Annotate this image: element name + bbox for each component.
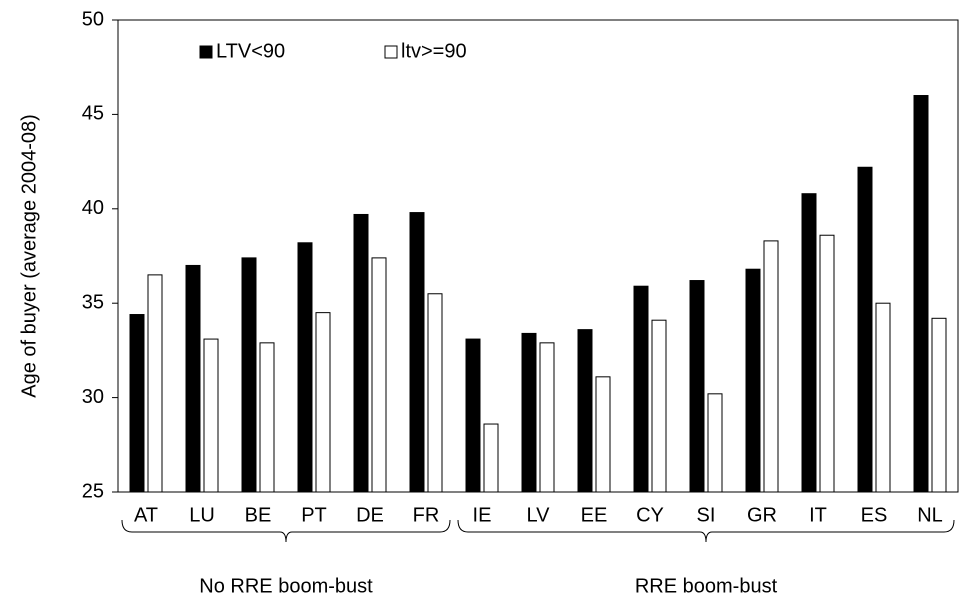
bar — [315, 312, 331, 493]
x-tick-label: PT — [301, 504, 327, 526]
bar — [129, 314, 145, 493]
x-tick-label: DE — [356, 504, 384, 526]
x-tick-label: ES — [861, 504, 888, 526]
x-tick-label: GR — [747, 504, 777, 526]
plot-frame — [117, 19, 959, 493]
x-tick-label: IE — [473, 504, 492, 526]
x-tick-label: SI — [697, 504, 716, 526]
bar — [633, 285, 649, 493]
group-brace — [457, 519, 955, 543]
bar — [353, 213, 369, 493]
y-axis-label: Age of buyer (average 2004-08) — [18, 114, 40, 398]
legend-label: ltv>=90 — [401, 40, 467, 62]
legend-swatch — [199, 45, 213, 59]
bar — [147, 274, 163, 493]
y-tick-label: 45 — [82, 103, 104, 125]
bar — [521, 332, 537, 493]
y-tick-label: 35 — [82, 291, 104, 313]
group-brace — [121, 519, 451, 543]
bar — [857, 166, 873, 493]
x-tick-label: IT — [809, 504, 827, 526]
bar — [297, 242, 313, 493]
x-tick-label: LU — [189, 504, 215, 526]
bar — [745, 268, 761, 493]
bar — [689, 280, 705, 493]
bar — [913, 95, 929, 493]
bar — [259, 342, 275, 493]
y-tick-label: 50 — [82, 8, 104, 30]
bar — [241, 257, 257, 493]
legend-label: LTV<90 — [216, 40, 285, 62]
x-tick-label: NL — [917, 504, 943, 526]
bar — [409, 212, 425, 493]
bar — [465, 338, 481, 493]
bar — [763, 240, 779, 493]
bar — [875, 302, 891, 493]
x-tick-label: FR — [413, 504, 440, 526]
bar — [427, 293, 443, 493]
bar — [819, 234, 835, 493]
x-tick-label: AT — [134, 504, 158, 526]
bar — [371, 257, 387, 493]
x-tick-label: CY — [636, 504, 664, 526]
bar — [651, 319, 667, 493]
bar — [185, 264, 201, 493]
bar — [539, 342, 555, 493]
group-label: RRE boom-bust — [635, 575, 778, 597]
bar — [707, 393, 723, 493]
bar — [483, 423, 499, 493]
bar — [595, 376, 611, 493]
group-label: No RRE boom-bust — [199, 575, 373, 597]
y-tick-label: 30 — [82, 386, 104, 408]
x-tick-label: EE — [581, 504, 608, 526]
legend-swatch — [384, 45, 398, 59]
bar — [931, 317, 947, 493]
y-tick-label: 25 — [82, 480, 104, 502]
x-tick-label: LV — [527, 504, 551, 526]
bar — [801, 193, 817, 493]
y-tick-label: 40 — [82, 197, 104, 219]
bar — [203, 338, 219, 493]
x-tick-label: BE — [245, 504, 272, 526]
bar — [577, 329, 593, 493]
